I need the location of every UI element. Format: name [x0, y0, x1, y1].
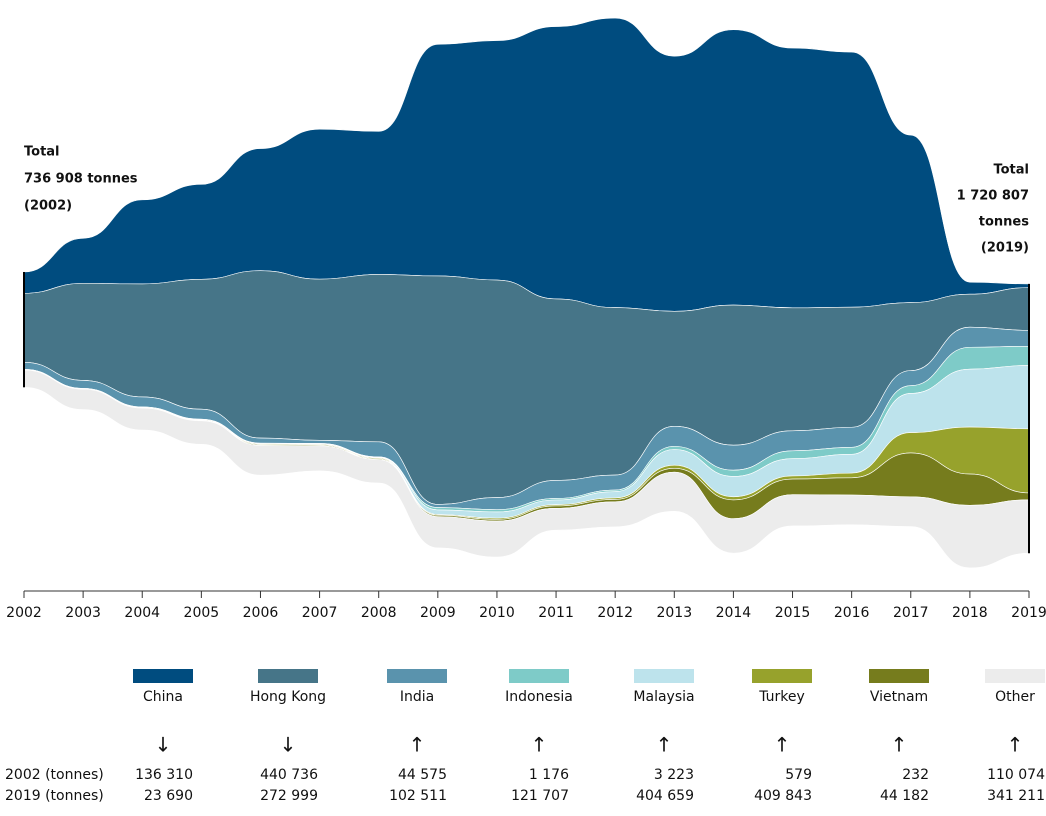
legend-label: Vietnam: [870, 689, 928, 705]
legend-label: India: [400, 689, 434, 705]
legend-swatch: [985, 669, 1045, 683]
x-tick-label: 2004: [124, 605, 160, 621]
table-cell: 404 659: [636, 788, 694, 804]
stream-area: [23, 17, 1030, 312]
total-label: 1 720 807: [957, 189, 1029, 204]
total-label: Total: [24, 145, 60, 160]
x-tick-label: 2012: [597, 605, 633, 621]
trend-arrow: ↑: [1007, 733, 1024, 757]
trend-arrow: ↑: [891, 733, 908, 757]
row-label: 2019 (tonnes): [5, 788, 104, 804]
table-cell: 272 999: [260, 788, 318, 804]
legend-swatch: [387, 669, 447, 683]
table-cell: 121 707: [511, 788, 569, 804]
table-cell: 44 575: [398, 767, 447, 783]
legend-label: Indonesia: [505, 689, 573, 705]
legend-label: Malaysia: [633, 689, 694, 705]
table-cell: 440 736: [260, 767, 318, 783]
x-tick-label: 2016: [834, 605, 870, 621]
x-tick-label: 2005: [184, 605, 220, 621]
table-cell: 409 843: [754, 788, 812, 804]
trend-arrow: ↑: [409, 733, 426, 757]
x-tick-label: 2010: [479, 605, 515, 621]
x-tick-label: 2009: [420, 605, 456, 621]
table-cell: 23 690: [144, 788, 193, 804]
stream-area: [23, 369, 1030, 569]
table-cell: 44 182: [880, 788, 929, 804]
x-tick-label: 2014: [716, 605, 752, 621]
x-tick-label: 2017: [893, 605, 929, 621]
x-tick-label: 2011: [538, 605, 574, 621]
table-cell: 136 310: [135, 767, 193, 783]
total-label: Total: [993, 163, 1029, 178]
x-tick-label: 2018: [952, 605, 988, 621]
x-tick-label: 2008: [361, 605, 397, 621]
total-label: (2019): [981, 241, 1029, 256]
legend-label: Hong Kong: [250, 689, 326, 705]
legend-label: Turkey: [758, 689, 805, 705]
x-tick-label: 2007: [302, 605, 338, 621]
legend-swatch: [258, 669, 318, 683]
legend-swatch: [752, 669, 812, 683]
x-tick-label: 2003: [65, 605, 101, 621]
x-tick-label: 2015: [775, 605, 811, 621]
table-cell: 341 211: [987, 788, 1045, 804]
table-cell: 110 074: [987, 767, 1045, 783]
legend-label: China: [143, 689, 183, 705]
total-label: 736 908 tonnes: [24, 172, 138, 187]
table-cell: 3 223: [654, 767, 694, 783]
x-tick-label: 2013: [656, 605, 692, 621]
trend-arrow: ↑: [774, 733, 791, 757]
legend-swatch: [509, 669, 569, 683]
trend-arrow: ↑: [531, 733, 548, 757]
x-tick-label: 2006: [243, 605, 279, 621]
legend-swatch: [133, 669, 193, 683]
x-tick-label: 2019: [1011, 605, 1046, 621]
table-cell: 102 511: [389, 788, 447, 804]
trend-arrow: ↓: [155, 733, 172, 757]
total-label: tonnes: [979, 215, 1029, 230]
table-cell: 232: [902, 767, 929, 783]
trend-arrow: ↓: [280, 733, 297, 757]
table-cell: 1 176: [529, 767, 569, 783]
row-label: 2002 (tonnes): [5, 767, 104, 783]
legend-swatch: [869, 669, 929, 683]
legend-swatch: [634, 669, 694, 683]
table-cell: 579: [785, 767, 812, 783]
x-tick-label: 2002: [6, 605, 42, 621]
trend-arrow: ↑: [656, 733, 673, 757]
legend-label: Other: [995, 689, 1035, 705]
total-label: (2002): [24, 199, 72, 214]
